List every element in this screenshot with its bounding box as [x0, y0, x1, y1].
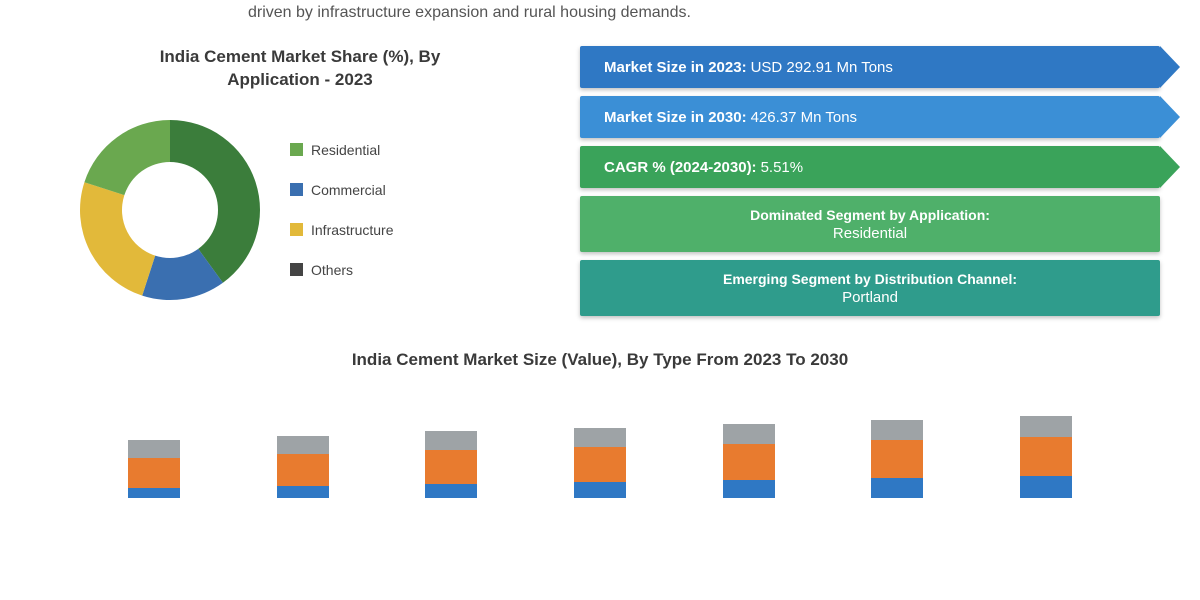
callout-value: USD 292.91 Mn Tons [751, 59, 893, 76]
bar-segment-top [574, 428, 626, 447]
arrow-icon [1160, 46, 1180, 88]
donut-panel: India Cement Market Share (%), By Applic… [60, 46, 540, 310]
bar-segment-top [277, 436, 329, 454]
legend-label: Others [311, 262, 353, 278]
bar-segment-top [871, 420, 923, 440]
donut-legend: Residential Commercial Infrastructure Other… [290, 142, 393, 278]
bar-segment-bottom [277, 486, 329, 498]
callout-label: Market Size in 2023: [604, 59, 747, 76]
legend-item: Others [290, 262, 393, 278]
stacked-bar [723, 424, 775, 498]
bar-chart [0, 388, 1200, 498]
donut-title-line1: India Cement Market Share (%), By [160, 47, 441, 66]
bar-segment-bottom [871, 478, 923, 498]
legend-item: Infrastructure [290, 222, 393, 238]
stat-callout: Market Size in 2030: 426.37 Mn Tons [580, 96, 1160, 138]
arrow-icon [1160, 96, 1180, 138]
bar-segment-top [128, 440, 180, 458]
stacked-bar [277, 436, 329, 498]
stat-callout: CAGR % (2024-2030): 5.51% [580, 146, 1160, 188]
bar-segment-bottom [425, 484, 477, 498]
stacked-bar [425, 431, 477, 498]
bar-segment-top [723, 424, 775, 444]
callout-value: Residential [833, 225, 907, 242]
donut-title-line2: Application - 2023 [227, 70, 372, 89]
legend-label: Residential [311, 142, 380, 158]
main-row: India Cement Market Share (%), By Applic… [0, 26, 1200, 326]
donut-slice [80, 182, 155, 295]
stat-callout: Emerging Segment by Distribution Channel… [580, 260, 1160, 316]
stacked-bar [871, 420, 923, 498]
callout-label: Emerging Segment by Distribution Channel… [723, 271, 1017, 287]
legend-item: Commercial [290, 182, 393, 198]
donut-slice [84, 120, 170, 195]
stacked-bar [574, 428, 626, 498]
stacked-bar [1020, 416, 1072, 498]
legend-swatch [290, 223, 303, 236]
callout-list: Market Size in 2023: USD 292.91 Mn TonsM… [580, 46, 1160, 316]
callout-value: 426.37 Mn Tons [751, 109, 857, 126]
donut-row: Residential Commercial Infrastructure Other… [60, 110, 540, 310]
bar-chart-title: India Cement Market Size (Value), By Typ… [0, 350, 1200, 370]
bar-segment-bottom [1020, 476, 1072, 498]
intro-text: driven by infrastructure expansion and r… [0, 0, 1200, 26]
bar-segment-middle [128, 458, 180, 488]
bar-segment-middle [723, 444, 775, 480]
bar-segment-top [425, 431, 477, 450]
stat-callout: Dominated Segment by Application: Residen… [580, 196, 1160, 252]
callout-label: Dominated Segment by Application: [750, 207, 990, 223]
legend-swatch [290, 143, 303, 156]
bar-segment-middle [574, 447, 626, 482]
bar-segment-bottom [128, 488, 180, 498]
callout-label: Market Size in 2030: [604, 109, 747, 126]
bar-segment-middle [277, 454, 329, 486]
donut-chart [60, 110, 280, 310]
bar-segment-bottom [574, 482, 626, 498]
stat-callout: Market Size in 2023: USD 292.91 Mn Tons [580, 46, 1160, 88]
donut-title: India Cement Market Share (%), By Applic… [60, 46, 540, 92]
legend-item: Residential [290, 142, 393, 158]
stacked-bar [128, 440, 180, 498]
bar-segment-middle [425, 450, 477, 484]
bar-segment-middle [1020, 437, 1072, 476]
legend-swatch [290, 183, 303, 196]
callout-value: Portland [842, 289, 898, 306]
bar-segment-middle [871, 440, 923, 478]
bar-segment-bottom [723, 480, 775, 498]
legend-label: Infrastructure [311, 222, 393, 238]
legend-swatch [290, 263, 303, 276]
callout-value: 5.51% [761, 159, 804, 176]
bar-segment-top [1020, 416, 1072, 437]
callout-label: CAGR % (2024-2030): [604, 159, 757, 176]
legend-label: Commercial [311, 182, 386, 198]
arrow-icon [1160, 146, 1180, 188]
